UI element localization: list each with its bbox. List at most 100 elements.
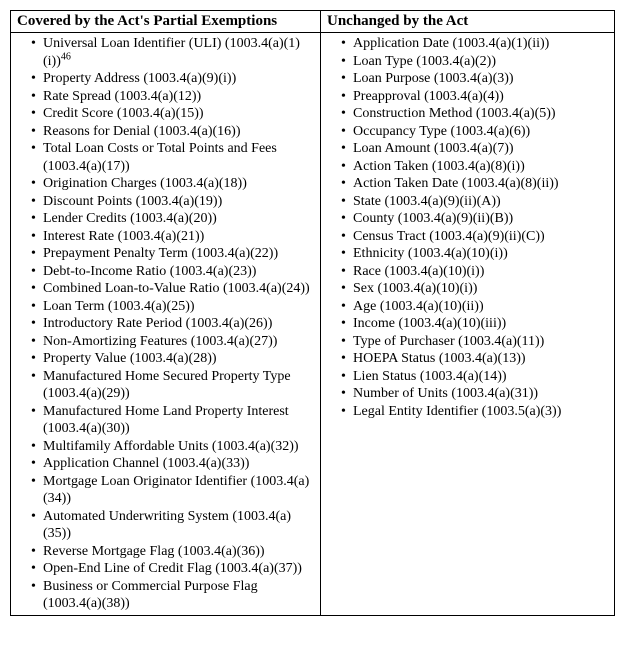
list-item: Property Address (1003.4(a)(9)(i))	[31, 70, 314, 88]
list-item: County (1003.4(a)(9)(ii)(B))	[341, 210, 608, 228]
item-label: Property Address (1003.4(a)(9)(i))	[43, 71, 236, 86]
item-label: Manufactured Home Secured Property Type …	[43, 369, 291, 402]
list-item: Business or Commercial Purpose Flag (100…	[31, 578, 314, 613]
item-label: Mortgage Loan Originator Identifier (100…	[43, 474, 309, 507]
item-label: Construction Method (1003.4(a)(5))	[353, 106, 556, 121]
list-item: Loan Term (1003.4(a)(25))	[31, 298, 314, 316]
item-label: Application Date (1003.4(a)(1)(ii))	[353, 36, 549, 51]
list-item: Interest Rate (1003.4(a)(21))	[31, 228, 314, 246]
item-label: Application Channel (1003.4(a)(33))	[43, 456, 249, 471]
list-item: Open-End Line of Credit Flag (1003.4(a)(…	[31, 560, 314, 578]
item-label: Total Loan Costs or Total Points and Fee…	[43, 141, 277, 174]
list-item: Credit Score (1003.4(a)(15))	[31, 105, 314, 123]
item-label: Ethnicity (1003.4(a)(10)(i))	[353, 246, 508, 261]
item-label: Census Tract (1003.4(a)(9)(ii)(C))	[353, 229, 545, 244]
list-item: Number of Units (1003.4(a)(31))	[341, 385, 608, 403]
item-label: Type of Purchaser (1003.4(a)(11))	[353, 334, 544, 349]
item-label: Lien Status (1003.4(a)(14))	[353, 369, 507, 384]
item-label: Number of Units (1003.4(a)(31))	[353, 386, 538, 401]
item-label: Lender Credits (1003.4(a)(20))	[43, 211, 217, 226]
item-label: Manufactured Home Land Property Interest…	[43, 404, 289, 437]
list-item: State (1003.4(a)(9)(ii)(A))	[341, 193, 608, 211]
list-item: Action Taken (1003.4(a)(8)(i))	[341, 158, 608, 176]
list-item: Race (1003.4(a)(10)(i))	[341, 263, 608, 281]
list-item: Application Date (1003.4(a)(1)(ii))	[341, 35, 608, 53]
list-item: Automated Underwriting System (1003.4(a)…	[31, 508, 314, 543]
list-item: Mortgage Loan Originator Identifier (100…	[31, 473, 314, 508]
cell-left: Universal Loan Identifier (ULI) (1003.4(…	[11, 33, 321, 616]
item-label: Interest Rate (1003.4(a)(21))	[43, 229, 204, 244]
list-item: Debt-to-Income Ratio (1003.4(a)(23))	[31, 263, 314, 281]
list-item: Lender Credits (1003.4(a)(20))	[31, 210, 314, 228]
list-item: Discount Points (1003.4(a)(19))	[31, 193, 314, 211]
list-item: Manufactured Home Land Property Interest…	[31, 403, 314, 438]
list-item: Sex (1003.4(a)(10)(i))	[341, 280, 608, 298]
list-item: Loan Purpose (1003.4(a)(3))	[341, 70, 608, 88]
list-item: Rate Spread (1003.4(a)(12))	[31, 88, 314, 106]
list-item: Census Tract (1003.4(a)(9)(ii)(C))	[341, 228, 608, 246]
item-label: County (1003.4(a)(9)(ii)(B))	[353, 211, 513, 226]
list-item: Universal Loan Identifier (ULI) (1003.4(…	[31, 35, 314, 70]
header-left: Covered by the Act's Partial Exemptions	[11, 11, 321, 33]
table-body-row: Universal Loan Identifier (ULI) (1003.4(…	[11, 33, 615, 616]
list-item: Reasons for Denial (1003.4(a)(16))	[31, 123, 314, 141]
exemptions-table: Covered by the Act's Partial Exemptions …	[10, 10, 615, 616]
item-label: Property Value (1003.4(a)(28))	[43, 351, 217, 366]
list-item: Type of Purchaser (1003.4(a)(11))	[341, 333, 608, 351]
list-item: HOEPA Status (1003.4(a)(13))	[341, 350, 608, 368]
footnote-mark: 46	[61, 51, 71, 62]
item-label: Age (1003.4(a)(10)(ii))	[353, 299, 484, 314]
list-item: Income (1003.4(a)(10)(iii))	[341, 315, 608, 333]
item-label: HOEPA Status (1003.4(a)(13))	[353, 351, 526, 366]
item-label: Sex (1003.4(a)(10)(i))	[353, 281, 477, 296]
cell-right: Application Date (1003.4(a)(1)(ii)) Loan …	[321, 33, 615, 616]
item-label: Non-Amortizing Features (1003.4(a)(27))	[43, 334, 277, 349]
list-item: Legal Entity Identifier (1003.5(a)(3))	[341, 403, 608, 421]
item-label: Loan Purpose (1003.4(a)(3))	[353, 71, 514, 86]
item-label: Preapproval (1003.4(a)(4))	[353, 89, 504, 104]
header-right: Unchanged by the Act	[321, 11, 615, 33]
item-label: Legal Entity Identifier (1003.5(a)(3))	[353, 404, 561, 419]
item-label: Loan Type (1003.4(a)(2))	[353, 54, 496, 69]
table-header-row: Covered by the Act's Partial Exemptions …	[11, 11, 615, 33]
list-item: Non-Amortizing Features (1003.4(a)(27))	[31, 333, 314, 351]
item-label: Universal Loan Identifier (ULI) (1003.4(…	[43, 36, 300, 69]
item-label: Introductory Rate Period (1003.4(a)(26))	[43, 316, 272, 331]
item-label: Reverse Mortgage Flag (1003.4(a)(36))	[43, 544, 265, 559]
item-label: Origination Charges (1003.4(a)(18))	[43, 176, 247, 191]
list-item: Construction Method (1003.4(a)(5))	[341, 105, 608, 123]
list-item: Origination Charges (1003.4(a)(18))	[31, 175, 314, 193]
list-item: Preapproval (1003.4(a)(4))	[341, 88, 608, 106]
item-label: Combined Loan-to-Value Ratio (1003.4(a)(…	[43, 281, 310, 296]
list-item: Lien Status (1003.4(a)(14))	[341, 368, 608, 386]
list-item: Prepayment Penalty Term (1003.4(a)(22))	[31, 245, 314, 263]
item-label: Credit Score (1003.4(a)(15))	[43, 106, 204, 121]
item-label: Income (1003.4(a)(10)(iii))	[353, 316, 506, 331]
list-item: Loan Amount (1003.4(a)(7))	[341, 140, 608, 158]
item-label: Discount Points (1003.4(a)(19))	[43, 194, 222, 209]
list-item: Total Loan Costs or Total Points and Fee…	[31, 140, 314, 175]
item-label: Action Taken Date (1003.4(a)(8)(ii))	[353, 176, 559, 191]
item-label: State (1003.4(a)(9)(ii)(A))	[353, 194, 501, 209]
item-label: Loan Term (1003.4(a)(25))	[43, 299, 195, 314]
list-item: Action Taken Date (1003.4(a)(8)(ii))	[341, 175, 608, 193]
item-label: Race (1003.4(a)(10)(i))	[353, 264, 484, 279]
list-item: Reverse Mortgage Flag (1003.4(a)(36))	[31, 543, 314, 561]
list-item: Multifamily Affordable Units (1003.4(a)(…	[31, 438, 314, 456]
list-item: Loan Type (1003.4(a)(2))	[341, 53, 608, 71]
list-item: Occupancy Type (1003.4(a)(6))	[341, 123, 608, 141]
list-item: Introductory Rate Period (1003.4(a)(26))	[31, 315, 314, 333]
list-item: Combined Loan-to-Value Ratio (1003.4(a)(…	[31, 280, 314, 298]
item-label: Rate Spread (1003.4(a)(12))	[43, 89, 201, 104]
list-item: Manufactured Home Secured Property Type …	[31, 368, 314, 403]
item-label: Reasons for Denial (1003.4(a)(16))	[43, 124, 241, 139]
item-label: Multifamily Affordable Units (1003.4(a)(…	[43, 439, 299, 454]
right-list: Application Date (1003.4(a)(1)(ii)) Loan …	[327, 35, 608, 420]
list-item: Age (1003.4(a)(10)(ii))	[341, 298, 608, 316]
item-label: Loan Amount (1003.4(a)(7))	[353, 141, 514, 156]
left-list: Universal Loan Identifier (ULI) (1003.4(…	[17, 35, 314, 613]
item-label: Debt-to-Income Ratio (1003.4(a)(23))	[43, 264, 256, 279]
item-label: Automated Underwriting System (1003.4(a)…	[43, 509, 291, 542]
item-label: Prepayment Penalty Term (1003.4(a)(22))	[43, 246, 278, 261]
item-label: Occupancy Type (1003.4(a)(6))	[353, 124, 530, 139]
